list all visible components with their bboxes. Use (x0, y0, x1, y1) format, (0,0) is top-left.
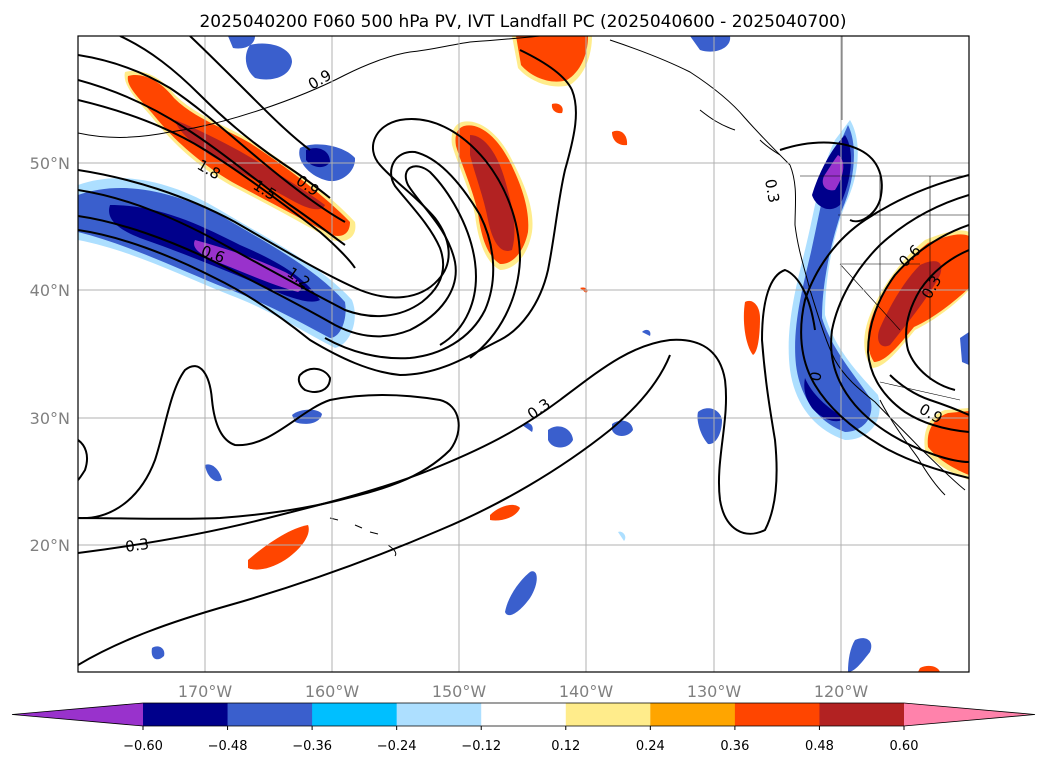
colorbar-tick-label: 0.48 (805, 739, 834, 754)
latitude-tick-labels: 50°N 40°N 30°N 20°N (30, 154, 70, 555)
colorbar-segment (227, 703, 313, 726)
colorbar-tick-label: −0.24 (377, 739, 417, 754)
colorbar-extension-min (12, 703, 143, 726)
blue-region-north-4 (690, 36, 731, 52)
map-frame (77, 35, 970, 673)
us-mexico-border (879, 381, 961, 401)
lat-tick-label: 20°N (30, 536, 70, 555)
contour-9 (78, 49, 577, 377)
red-region-west (175, 120, 325, 210)
blue-region-north-1 (245, 43, 292, 80)
colorbar: −0.60 −0.48 −0.36 −0.24 −0.12 0.12 0.24 0.36 0.4… (11, 702, 1036, 754)
map-panel: 1.8 1.5 0.9 0.6 1.2 0.9 0.3 0.3 0 0.9 0.… (77, 35, 970, 673)
blue-blob-7 (505, 571, 537, 616)
purple-region-west (194, 240, 302, 292)
contour-4 (78, 99, 356, 269)
blue-blob-3 (548, 426, 573, 448)
colorbar-segment (650, 703, 736, 726)
map-title: 2025040200 F060 500 hPa PV, IVT Landfall… (199, 12, 846, 32)
colorbar-segment (396, 703, 482, 726)
lon-tick-label: 160°W (305, 682, 360, 701)
lat-tick-label: 50°N (30, 154, 70, 173)
lat-tick-label: 40°N (30, 281, 70, 300)
contour-16 (800, 174, 969, 479)
lon-tick-label: 130°W (687, 682, 742, 701)
pv-contours (78, 36, 969, 666)
contour-label: 0.3 (124, 535, 150, 556)
colorbar-tick-label: −0.60 (123, 739, 163, 754)
coast-islands-bc (699, 109, 781, 156)
colorbar-tick-label: 0.12 (551, 739, 580, 754)
contour-10 (78, 365, 460, 520)
baja-california (879, 399, 946, 496)
contour-19 (905, 249, 969, 391)
colorbar-segment (819, 703, 905, 726)
contour-7 (119, 36, 331, 199)
blue-blob-5 (697, 408, 722, 445)
lon-tick-label: 120°W (814, 682, 869, 701)
purple-region-coast (822, 155, 844, 191)
lon-tick-label: 150°W (432, 682, 487, 701)
contour-3 (78, 118, 522, 359)
colorbar-segment (312, 703, 398, 726)
alaska-panhandle (609, 39, 791, 166)
colorbar-segment (481, 703, 567, 726)
blue-blob-9 (151, 646, 165, 660)
hawaii-islands (329, 517, 397, 557)
colorbar-extension-max (904, 703, 1035, 726)
lat-tick-label: 30°N (30, 409, 70, 428)
colorbar-segment (565, 703, 651, 726)
contour-6 (78, 54, 346, 223)
colorbar-segment (143, 703, 229, 726)
contour-2 (78, 150, 495, 360)
contour-20 (889, 374, 969, 416)
lon-tick-label: 170°W (178, 682, 233, 701)
blue-blob-10 (960, 332, 969, 365)
contour-label: 0 (806, 370, 825, 383)
positive-pc-shading (124, 36, 969, 672)
colorbar-tick-label: 0.60 (890, 739, 919, 754)
contour-17 (830, 194, 969, 463)
contour-11 (78, 268, 816, 554)
contour-8 (189, 36, 311, 151)
lon-tick-label: 140°W (559, 682, 614, 701)
blue-blob-8 (848, 638, 872, 672)
contour-15 (779, 141, 883, 223)
colorbar-tick-label: −0.12 (461, 739, 501, 754)
orange-blob-1 (248, 525, 309, 570)
navy-region-coast-south (804, 378, 845, 422)
blue-blob-11 (642, 329, 651, 336)
colorbar-tick-label: −0.36 (292, 739, 332, 754)
blue-blob-12 (618, 531, 626, 541)
contour-13 (297, 367, 332, 393)
state-border-5 (839, 263, 901, 331)
contour-18 (866, 224, 969, 433)
colorbar-segment (734, 703, 820, 726)
orange-blob-7 (918, 665, 940, 672)
blue-blob-1 (292, 409, 322, 424)
colorbar-tick-label: 0.24 (636, 739, 665, 754)
north-america-west-coast (789, 164, 966, 491)
blue-region-north-3 (228, 36, 255, 49)
colorbar-tick-label: 0.36 (720, 739, 749, 754)
navy-region-north-2 (306, 148, 330, 168)
red-region-central (470, 135, 515, 251)
orange-region-north-inner (516, 36, 588, 82)
blue-region-coast-inner (795, 125, 872, 432)
contour-1 (78, 165, 477, 346)
longitude-tick-labels: 170°W 160°W 150°W 140°W 130°W 120°W (178, 682, 869, 701)
orange-blob-2 (490, 504, 520, 521)
blue-blob-2 (205, 464, 222, 482)
colorbar-tick-label: −0.48 (208, 739, 248, 754)
blue-blob-6 (522, 422, 533, 432)
orange-blob-5 (551, 103, 563, 114)
contour-12 (78, 354, 671, 666)
contour-label: 0.3 (761, 178, 783, 205)
orange-blob-3 (743, 300, 760, 355)
orange-blob-4 (612, 130, 628, 146)
contour-5 (78, 79, 346, 246)
